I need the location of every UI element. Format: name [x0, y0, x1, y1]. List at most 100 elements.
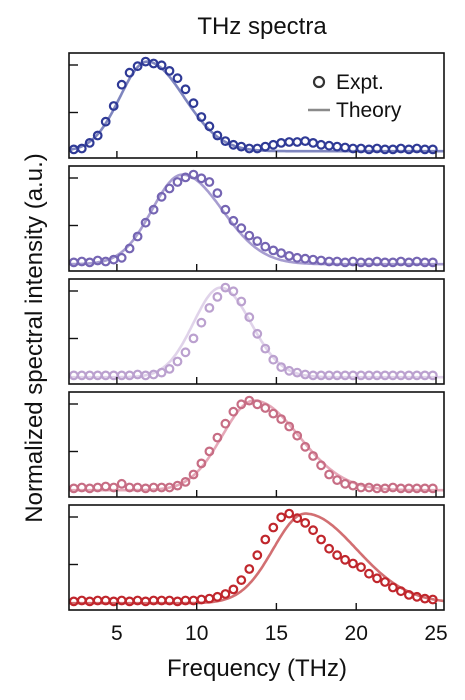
- expt-point: [308, 254, 319, 265]
- expt-point: [220, 282, 231, 293]
- expt-point: [427, 257, 438, 268]
- expt-point: [260, 403, 271, 413]
- panel-stack: [68, 52, 445, 611]
- expt-point: [108, 101, 119, 111]
- expt-point: [188, 469, 199, 480]
- expt-point: [212, 188, 223, 199]
- expt-point: [172, 480, 183, 491]
- expt-point: [340, 554, 351, 565]
- expt-point: [380, 577, 390, 587]
- expt-point: [300, 518, 311, 528]
- expt-point: [228, 584, 239, 595]
- expt-point: [252, 328, 263, 339]
- expt-point: [204, 446, 215, 457]
- expt-point: [260, 534, 271, 545]
- expt-point: [332, 475, 343, 486]
- expt-point: [372, 573, 382, 584]
- theory-curve: [69, 173, 444, 266]
- expt-point: [188, 169, 199, 180]
- expt-point: [100, 116, 111, 127]
- expt-point: [124, 243, 135, 254]
- expt-point: [316, 139, 327, 150]
- theory-curve: [69, 286, 444, 379]
- expt-point: [220, 136, 231, 147]
- expt-point: [132, 61, 143, 72]
- expt-point: [340, 478, 351, 489]
- panel-5: [68, 504, 445, 611]
- legend: Expt. Theory: [308, 71, 402, 122]
- expt-point: [284, 508, 295, 519]
- expt-point: [252, 236, 263, 247]
- expt-point: [268, 139, 279, 150]
- x-tick-label: 15: [265, 622, 288, 645]
- panel-3: [68, 278, 445, 385]
- expt-point: [164, 364, 175, 374]
- expt-point: [324, 543, 335, 554]
- expt-point: [164, 183, 175, 194]
- expt-point: [292, 430, 303, 441]
- expt-point: [148, 204, 159, 215]
- expt-point: [204, 303, 215, 313]
- expt-point: [172, 73, 183, 84]
- expt-point: [236, 296, 247, 307]
- expt-point: [364, 568, 374, 579]
- expt-point: [308, 525, 319, 536]
- expt-point: [308, 137, 319, 148]
- x-tick-label: 10: [185, 622, 208, 645]
- expt-point: [300, 441, 311, 452]
- expt-point: [172, 356, 183, 367]
- expt-point: [324, 469, 335, 480]
- expt-point: [427, 483, 438, 494]
- expt-point: [180, 84, 191, 95]
- expt-point: [188, 98, 199, 109]
- legend-expt-label: Expt.: [336, 71, 384, 94]
- expt-point: [204, 177, 215, 187]
- x-tick-labels: 5 10 15 20 25: [111, 622, 448, 645]
- expt-point: [156, 367, 167, 378]
- panel-frame: [68, 278, 445, 385]
- expt-point: [236, 399, 247, 410]
- expt-point: [188, 333, 199, 344]
- expt-point: [116, 79, 127, 90]
- expt-point: [427, 594, 438, 605]
- expt-point: [180, 347, 191, 358]
- expt-point: [92, 130, 103, 141]
- expt-point: [292, 137, 303, 147]
- expt-point: [212, 292, 223, 302]
- expt-point: [300, 253, 311, 264]
- expt-point: [276, 512, 287, 523]
- expt-point: [316, 460, 327, 471]
- panel-frame: [68, 504, 445, 611]
- chart-title: THz spectra: [197, 13, 327, 40]
- expt-point: [356, 562, 366, 573]
- expt-point: [84, 137, 95, 148]
- expt-point: [124, 67, 135, 78]
- expt-point: [268, 354, 279, 365]
- expt-point: [180, 172, 191, 183]
- theory-curve: [69, 399, 444, 492]
- x-tick-label: 25: [424, 622, 447, 645]
- panel-1: [68, 52, 445, 159]
- expt-point: [196, 112, 207, 122]
- expt-point: [268, 522, 279, 533]
- expt-point: [276, 414, 287, 425]
- theory-curve: [69, 512, 445, 605]
- expt-point: [427, 144, 438, 155]
- expt-point: [268, 408, 279, 419]
- expt-point: [76, 143, 87, 154]
- expt-point: [220, 418, 231, 429]
- expt-point: [212, 130, 223, 141]
- expt-point: [236, 575, 247, 585]
- expt-point: [332, 550, 343, 561]
- expt-point: [244, 564, 255, 574]
- expt-point: [180, 477, 191, 487]
- expt-point: [396, 586, 406, 597]
- expt-point: [156, 60, 167, 71]
- panel-frame: [68, 391, 445, 498]
- expt-point: [236, 223, 247, 234]
- expt-point: [260, 141, 271, 152]
- expt-point: [196, 173, 207, 184]
- expt-point: [228, 215, 239, 226]
- expt-point: [252, 399, 263, 410]
